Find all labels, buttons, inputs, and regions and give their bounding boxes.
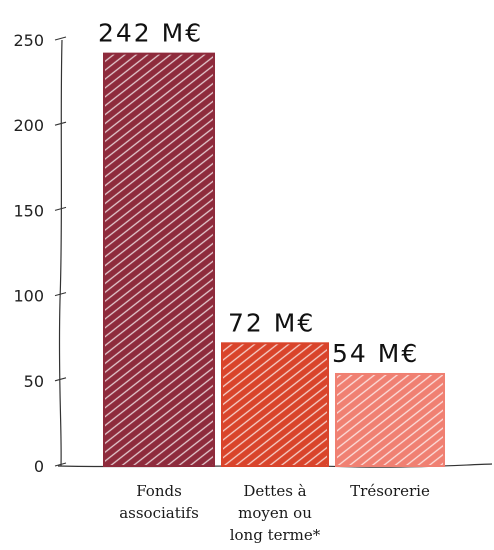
y-tick-mark (54, 377, 67, 382)
bar (335, 372, 445, 468)
category-label: Dettes à moyen ou long terme* (230, 482, 321, 544)
category-label: Trésorerie (350, 482, 430, 500)
y-tick-label: 150 (13, 201, 44, 220)
y-tick-label: 250 (13, 31, 44, 50)
data-label: 242 M€ (98, 19, 203, 48)
bar (103, 52, 215, 468)
y-tick-label: 200 (13, 116, 44, 135)
y-tick-mark (54, 36, 67, 41)
y-tick-mark (54, 292, 67, 297)
data-labels: 242 M€ 72 M€ 54 M€ (98, 19, 419, 368)
y-tick-mark (54, 121, 67, 126)
category-labels: Fonds associatifs Dettes à moyen ou long ter… (119, 482, 430, 544)
category-label: Fonds associatifs (119, 482, 199, 522)
y-tick-label: 50 (24, 372, 44, 391)
bars (103, 52, 445, 468)
y-tick-mark (54, 206, 67, 211)
y-axis-line (58, 39, 63, 467)
data-label: 72 M€ (228, 308, 315, 337)
y-tick-label: 100 (13, 287, 44, 306)
bar (221, 342, 329, 468)
y-tick-mark (54, 462, 67, 467)
y-axis-ticks: 0 50 100 150 200 250 (13, 31, 67, 476)
data-label: 54 M€ (332, 339, 419, 368)
y-tick-label: 0 (34, 457, 44, 476)
